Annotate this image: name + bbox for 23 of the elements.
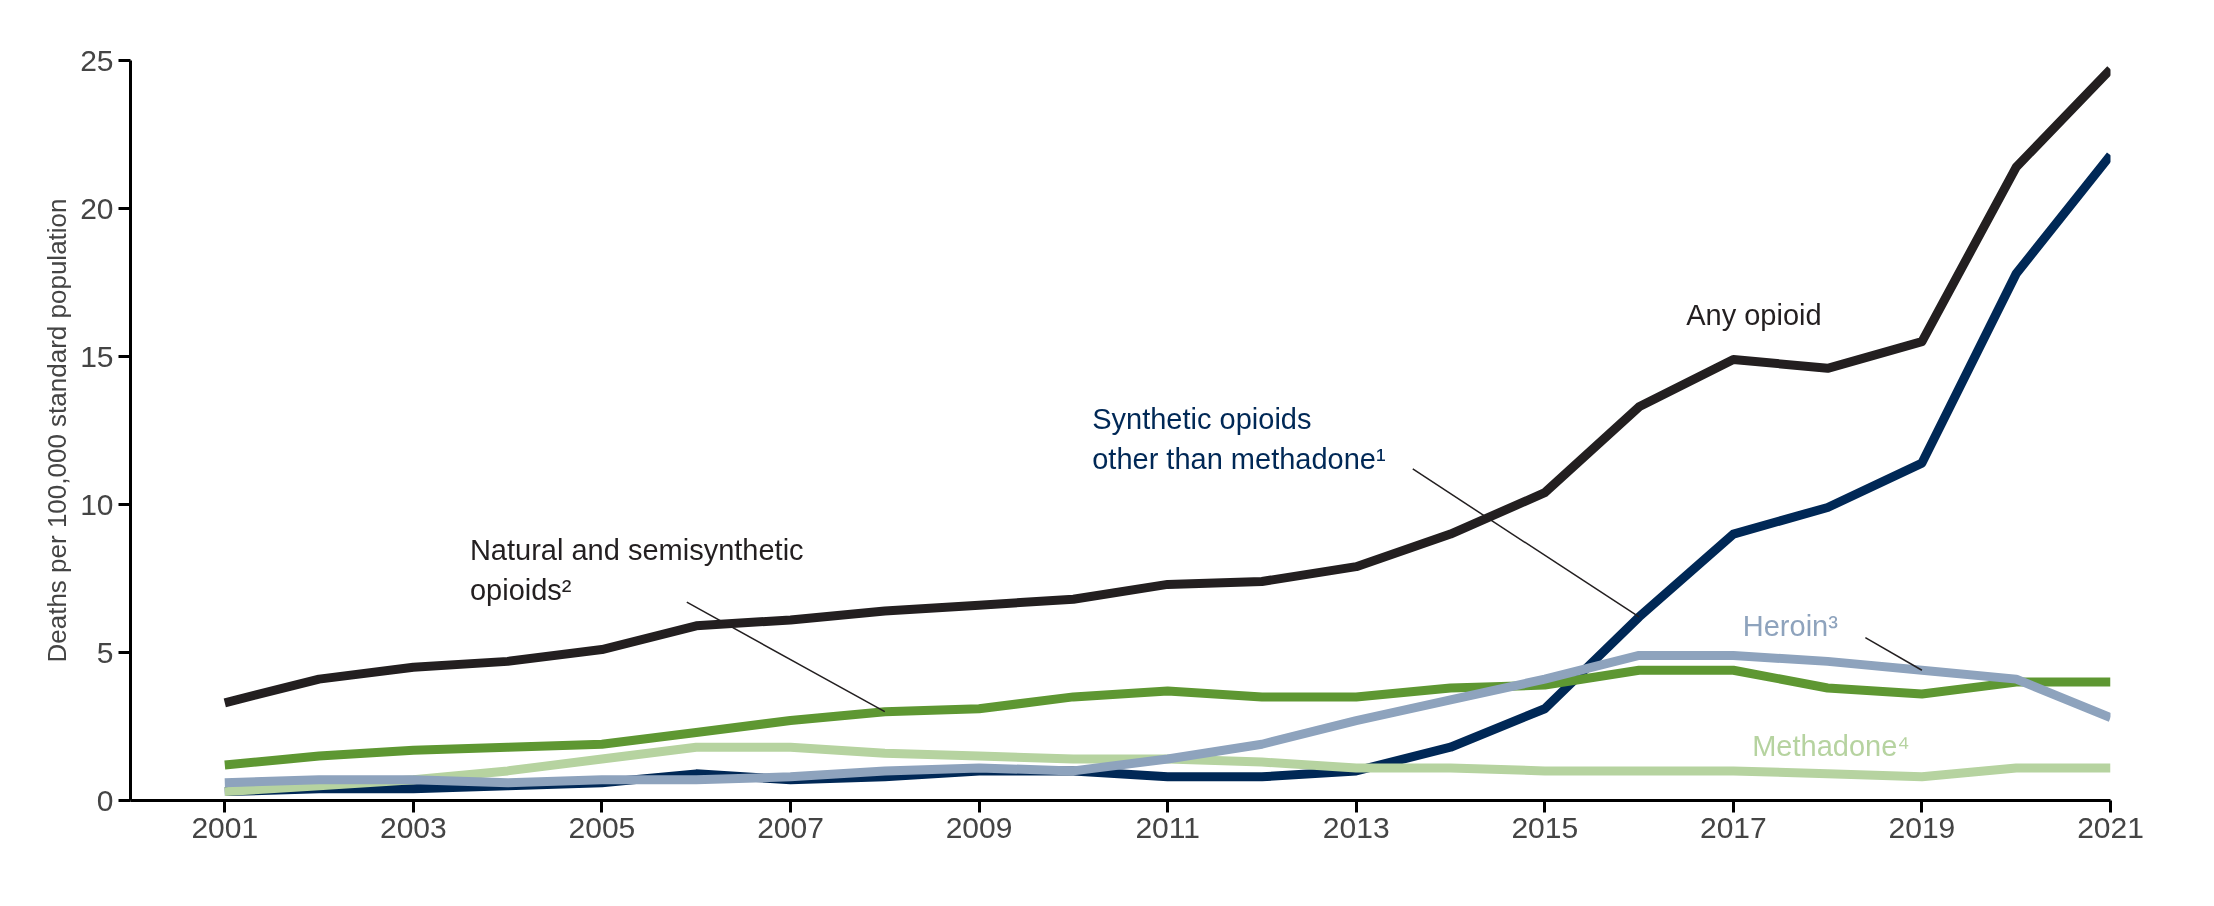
- y-tick-label: 5: [96, 635, 114, 669]
- x-tick-label: 2017: [1699, 810, 1767, 844]
- x-tick-label: 2015: [1511, 810, 1579, 844]
- x-tick-label: 2005: [568, 810, 636, 844]
- x-tick-label: 2019: [1888, 810, 1956, 844]
- series-label: Heroin³: [1742, 609, 1839, 642]
- x-tick-label: 2009: [945, 810, 1013, 844]
- series-label: Any opioid: [1686, 299, 1822, 332]
- y-tick-label: 15: [80, 339, 114, 373]
- x-tick-label: 2011: [1135, 810, 1200, 844]
- x-tick-label: 2013: [1322, 810, 1390, 844]
- x-tick-label: 2001: [191, 810, 259, 844]
- x-tick-label: 2003: [379, 810, 447, 844]
- text: Synthetic opioids other than methadone¹: [1092, 403, 1386, 476]
- x-tick-label: 2007: [757, 810, 824, 844]
- y-tick-label: 25: [80, 43, 114, 77]
- y-axis-title: Deaths per 100,000 standard population: [42, 198, 73, 663]
- series-label: Methadone⁴: [1752, 729, 1910, 762]
- y-tick-label: 20: [80, 191, 114, 225]
- y-tick-label: 0: [96, 783, 114, 817]
- y-tick-label: 10: [80, 487, 114, 521]
- text: Natural and semisynthetic opioids²: [469, 533, 804, 606]
- x-tick-label: 2021: [2077, 810, 2144, 844]
